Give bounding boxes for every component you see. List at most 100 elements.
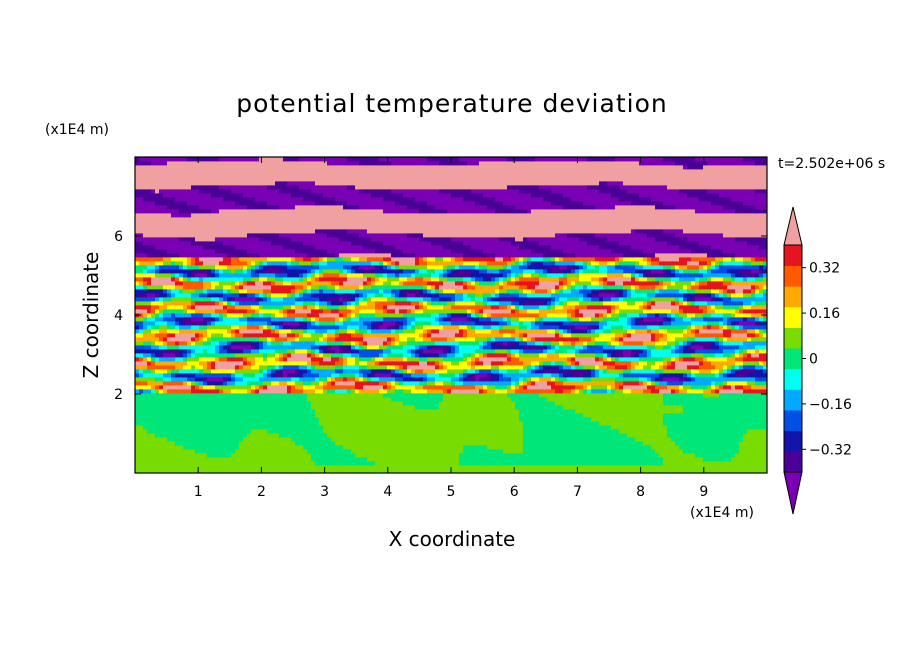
field-cell — [667, 333, 684, 338]
field-cell — [335, 441, 524, 446]
field-cell — [679, 313, 688, 318]
field-cell — [291, 389, 304, 394]
colorbar-label: 0.16 — [809, 306, 840, 322]
field-cell — [751, 313, 764, 318]
field-cell — [491, 337, 496, 342]
field-cell — [391, 381, 396, 386]
field-cell — [611, 425, 668, 430]
field-cell — [491, 365, 500, 370]
field-cell — [483, 301, 488, 306]
field-cell — [411, 301, 420, 306]
field-cell — [183, 281, 204, 286]
field-cell — [455, 349, 460, 354]
field-cell — [695, 325, 704, 330]
field-cell — [379, 353, 384, 358]
field-cell — [687, 365, 700, 370]
field-cell — [731, 277, 736, 282]
field-cell — [607, 313, 612, 318]
field-cell — [355, 289, 380, 294]
field-cell — [287, 385, 292, 390]
field-cell — [267, 353, 276, 358]
field-cell — [239, 329, 264, 334]
field-cell — [135, 365, 148, 370]
field-cell — [671, 357, 676, 362]
field-cell — [715, 261, 720, 266]
field-cell — [359, 257, 368, 262]
field-cell — [467, 285, 476, 290]
field-cell — [235, 365, 240, 370]
field-cell — [259, 237, 292, 242]
field-cell — [167, 341, 176, 346]
field-cell — [367, 457, 460, 462]
field-cell — [387, 341, 392, 346]
field-cell — [187, 361, 200, 366]
field-cell — [135, 381, 148, 386]
field-cell — [615, 361, 632, 366]
field-cell — [523, 421, 600, 426]
field-cell — [655, 277, 672, 282]
field-cell — [563, 205, 596, 210]
field-cell — [347, 269, 352, 274]
field-cell — [315, 329, 328, 334]
field-cell — [547, 345, 552, 350]
field-cell — [423, 369, 436, 374]
field-cell — [667, 241, 700, 246]
field-cell — [555, 349, 568, 354]
field-cell — [331, 281, 340, 286]
field-cell — [323, 309, 332, 314]
field-cell — [399, 281, 404, 286]
field-cell — [619, 293, 624, 298]
field-cell — [555, 377, 560, 382]
field-cell — [283, 309, 288, 314]
field-cell — [243, 265, 248, 270]
field-cell — [607, 369, 624, 374]
field-cell — [319, 261, 328, 266]
field-cell — [699, 261, 708, 266]
field-cell — [563, 381, 616, 386]
field-cell — [279, 205, 296, 210]
field-cell — [671, 437, 744, 442]
field-cell — [463, 257, 496, 262]
field-cell — [323, 425, 524, 430]
field-cell — [679, 269, 684, 274]
field-cell — [147, 429, 252, 434]
field-cell — [723, 333, 732, 338]
field-cell — [699, 269, 708, 274]
y-tick-label: 6 — [114, 229, 123, 245]
field-cell — [591, 385, 608, 390]
field-cell — [655, 289, 660, 294]
field-cell — [431, 273, 440, 278]
field-cell — [251, 277, 260, 282]
field-cell — [151, 341, 156, 346]
field-cell — [551, 189, 600, 194]
field-cell — [755, 333, 760, 338]
field-cell — [171, 293, 176, 298]
field-cell — [519, 293, 528, 298]
field-cell — [735, 309, 740, 314]
field-cell — [663, 229, 684, 234]
field-cell — [407, 321, 412, 326]
field-cell — [335, 389, 348, 394]
field-cell — [695, 341, 712, 346]
field-cell — [279, 369, 284, 374]
field-cell — [675, 365, 688, 370]
field-cell — [659, 329, 668, 334]
field-cell — [231, 189, 280, 194]
x-tick-label: 5 — [447, 484, 456, 500]
field-cell — [135, 301, 152, 306]
field-cell — [719, 265, 760, 270]
field-cell — [355, 329, 360, 334]
field-cell — [519, 353, 540, 358]
field-cell — [387, 273, 396, 278]
field-cell — [203, 261, 220, 266]
field-cell — [587, 185, 620, 190]
field-cell — [731, 257, 736, 262]
field-cell — [723, 385, 732, 390]
field-cell — [147, 281, 152, 286]
field-cell — [691, 297, 696, 302]
field-cell — [763, 277, 768, 282]
field-cell — [219, 317, 224, 322]
field-cell — [639, 193, 688, 198]
field-cell — [635, 277, 640, 282]
field-cell — [683, 405, 768, 410]
